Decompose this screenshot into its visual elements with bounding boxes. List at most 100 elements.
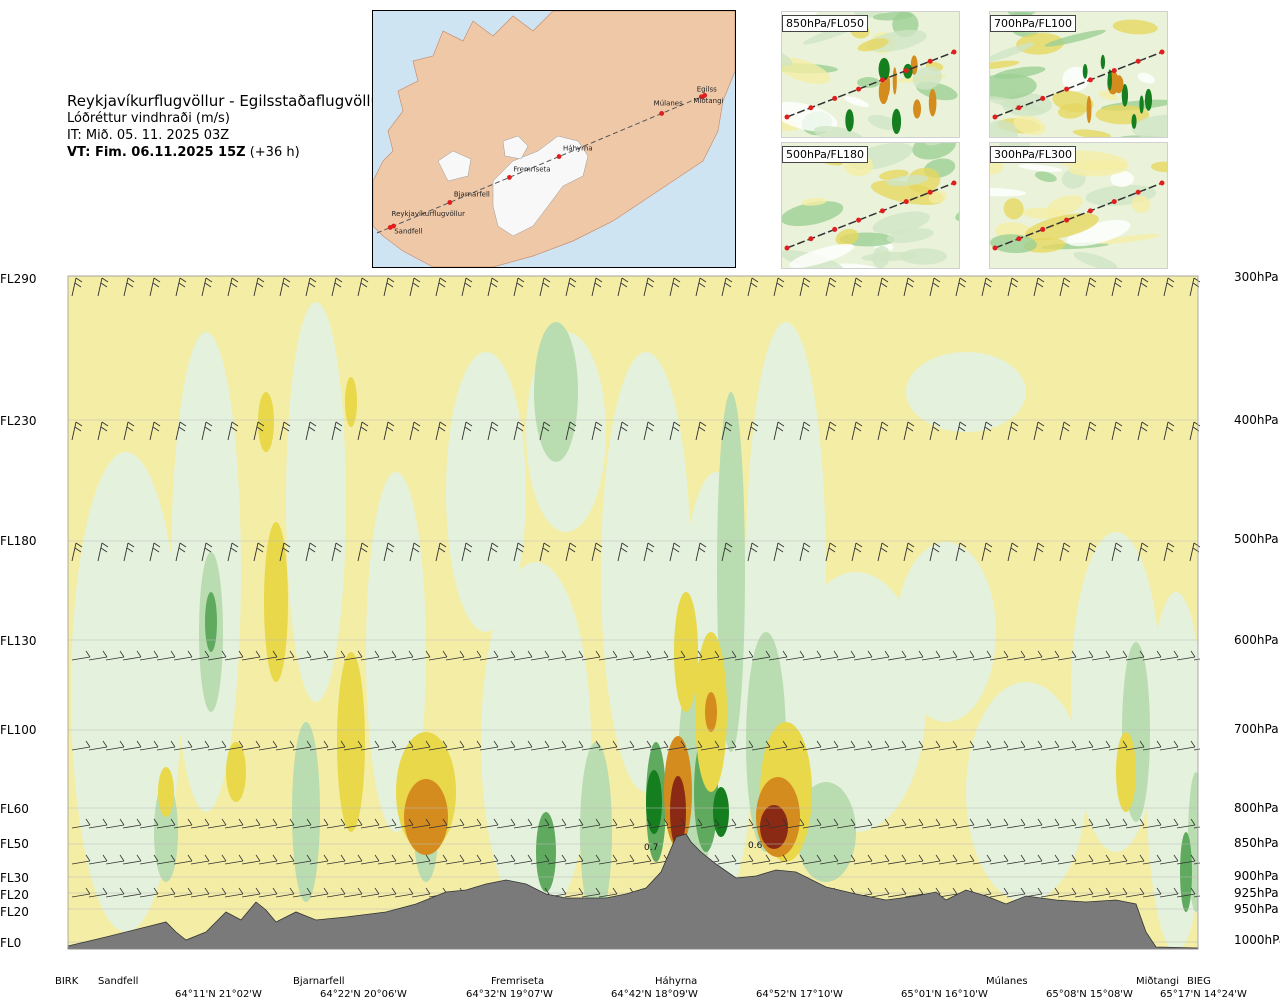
wind-barb [253, 277, 265, 297]
wind-barb [190, 854, 210, 865]
wind-barb [377, 854, 397, 865]
wind-barb [717, 854, 737, 865]
wind-barb [1111, 421, 1123, 441]
wind-barb [1193, 826, 1200, 829]
wind-barb [71, 818, 91, 829]
thumbnail-route [786, 51, 955, 118]
wind-barb [123, 277, 135, 297]
wind-barb [773, 421, 785, 441]
wind-barb [435, 421, 447, 441]
coordinate-label: 65°08'N 15°08'W [1046, 989, 1133, 1000]
wind-barb [258, 887, 278, 898]
thumbnail-label: 700hPa/FL100 [990, 15, 1077, 32]
thumbnail-contour [1098, 91, 1119, 101]
vertical-velocity-contour [345, 377, 357, 427]
thumbnail-contour [900, 248, 947, 265]
wind-barb [513, 650, 533, 661]
wind-barb [309, 740, 329, 751]
vertical-velocity-contour [966, 682, 1086, 902]
thumbnail-contour [1131, 114, 1167, 137]
thumbnail-label: 500hPa/FL180 [782, 146, 869, 163]
thumbnail-contour [1068, 160, 1129, 177]
wind-barb [1125, 887, 1145, 898]
thumbnail-route [786, 182, 955, 249]
map-place-point [387, 225, 393, 230]
thumbnail-contour [878, 79, 889, 105]
wind-barb [598, 887, 618, 898]
wind-barb [1023, 818, 1043, 829]
wind-barb [1125, 650, 1145, 661]
fl-label: FL230 [0, 414, 37, 428]
wind-barb [357, 277, 369, 297]
vertical-velocity-contour [205, 592, 217, 652]
thumbnail-contour [872, 12, 913, 21]
wind-barb [258, 854, 278, 865]
thumbnail-contour [990, 187, 1027, 197]
wind-barb [139, 740, 159, 751]
wind-barb [632, 650, 652, 661]
wind-barb [241, 818, 261, 829]
wind-barb [768, 650, 788, 661]
wind-barb [1007, 277, 1019, 297]
wind-barb [853, 650, 873, 661]
wind-barb [224, 887, 244, 898]
thumbnail-contour [886, 175, 929, 187]
wind-barb [326, 887, 346, 898]
wind-barb [1074, 650, 1094, 661]
wind-barb [955, 854, 975, 865]
wind-barb [156, 854, 176, 865]
issue-time: IT: Mið. 05. 11. 2025 03Z [67, 128, 230, 143]
wind-barb [343, 740, 363, 751]
wind-barb [530, 818, 550, 829]
thumbnail-contour [990, 60, 1020, 70]
thumbnail-contour [1062, 66, 1090, 92]
thumbnail-contour [1021, 207, 1067, 220]
wind-barb [581, 650, 601, 661]
wind-barb [972, 854, 992, 865]
wind-barb [175, 542, 187, 562]
wind-barb [175, 421, 187, 441]
wind-barb [853, 854, 873, 865]
wind-barb [1033, 421, 1045, 441]
wind-barb [721, 542, 733, 562]
wind-barb [462, 740, 482, 751]
wind-barb [139, 818, 159, 829]
wind-barb [305, 421, 317, 441]
wind-barb [326, 854, 346, 865]
wind-barb [972, 818, 992, 829]
glacier-langjokull [437, 150, 472, 182]
wind-barb [428, 650, 448, 661]
wind-barb [411, 887, 431, 898]
map-place-point [507, 175, 512, 180]
wind-barb [1059, 542, 1071, 562]
map-place-label: Sandfell [394, 227, 422, 235]
wind-barb [1142, 854, 1162, 865]
wind-barb [445, 650, 465, 661]
map-place-point [698, 94, 704, 100]
wind-barb [71, 542, 83, 562]
wind-barb [836, 818, 856, 829]
wind-barb [929, 277, 941, 297]
vertical-velocity-contour [292, 722, 320, 902]
wind-barb [122, 887, 142, 898]
wind-barb [929, 421, 941, 441]
wind-barb [851, 542, 863, 562]
thumbnail-point [1064, 86, 1070, 92]
wind-barb [173, 818, 193, 829]
thumbnail-point [1016, 236, 1022, 242]
wind-barb [938, 650, 958, 661]
thumbnail-contour [782, 113, 800, 132]
wind-barb [539, 421, 551, 441]
wind-barb [360, 740, 380, 751]
wind-barb [411, 818, 431, 829]
wind-barb [105, 650, 125, 661]
map-place-label: Múlanes [654, 99, 683, 107]
wind-barb [825, 277, 837, 297]
wind-barb [1193, 658, 1200, 661]
wind-barb [1193, 862, 1200, 865]
wind-barb [224, 818, 244, 829]
wind-barb [224, 650, 244, 661]
wind-barb [292, 650, 312, 661]
wind-barb [496, 818, 516, 829]
fl-label: FL50 [0, 837, 29, 851]
